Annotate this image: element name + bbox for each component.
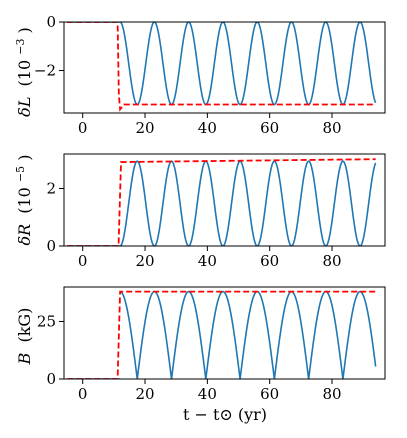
x-tick-label: 0 — [78, 385, 88, 403]
y-tick-label: 25 — [37, 313, 56, 331]
x-tick-label: 40 — [198, 252, 217, 270]
y-tick-label: 0 — [46, 237, 56, 255]
axes-frame — [63, 286, 386, 380]
panel-magnetic-field: 0 20 40 60 80 0 25 B (kG) t − t⊙ (yr) — [15, 286, 386, 424]
y-label-exponent: −5 — [14, 166, 27, 182]
y-label-symbol: δR — [15, 224, 34, 246]
x-tick-label: 20 — [135, 252, 154, 270]
x-axis-label: t − t⊙ (yr) — [183, 405, 267, 424]
y-label-close: ) — [15, 154, 34, 160]
x-tick-label: 20 — [135, 119, 154, 137]
axes-frame — [63, 21, 386, 114]
y-label-unit: (10 — [15, 187, 34, 214]
y-label-unit: (kG) — [15, 308, 34, 343]
oscillation-line — [119, 160, 377, 246]
y-axis-label-delta-r: δR (10 −5 ) — [14, 154, 35, 245]
y-label-symbol: δL — [15, 97, 34, 117]
y-axis-label-b: B (kG) — [15, 308, 34, 366]
y-label-unit: (10 — [15, 60, 34, 87]
oscillation-line — [119, 22, 377, 106]
x-tick-label: 40 — [198, 385, 217, 403]
x-tick-label: 60 — [260, 119, 279, 137]
x-tick-label: 40 — [198, 119, 217, 137]
x-tick-label: 80 — [322, 385, 341, 403]
y-label-close: ) — [15, 27, 34, 33]
x-tick-label: 60 — [260, 385, 279, 403]
y-tick-label: 0 — [46, 370, 56, 388]
oscillation-line — [119, 290, 377, 379]
y-axis-label-delta-l: δL (10 −3 ) — [14, 27, 35, 117]
x-tick-label: 0 — [78, 252, 88, 270]
x-tick-label: 60 — [260, 252, 279, 270]
x-tick-label: 80 — [322, 252, 341, 270]
y-tick-label: 0 — [46, 13, 56, 31]
x-tick-label: 0 — [78, 119, 88, 137]
y-label-exponent: −3 — [14, 39, 27, 55]
y-tick-label: −2 — [34, 62, 56, 80]
envelope-dashed-line — [67, 22, 376, 112]
axes-frame — [63, 153, 386, 247]
panel-delta-r: 0 20 40 60 80 0 2 δR (10 −5 ) — [14, 153, 386, 270]
y-tick-label: 2 — [46, 180, 56, 198]
panel-delta-l: 0 20 40 60 80 0 −2 δL (10 −3 ) — [14, 13, 386, 137]
y-label-symbol: B — [15, 352, 34, 365]
x-tick-label: 20 — [135, 385, 154, 403]
envelope-dashed-line — [67, 290, 376, 379]
envelope-dashed-line — [67, 158, 376, 246]
x-tick-label: 80 — [322, 119, 341, 137]
